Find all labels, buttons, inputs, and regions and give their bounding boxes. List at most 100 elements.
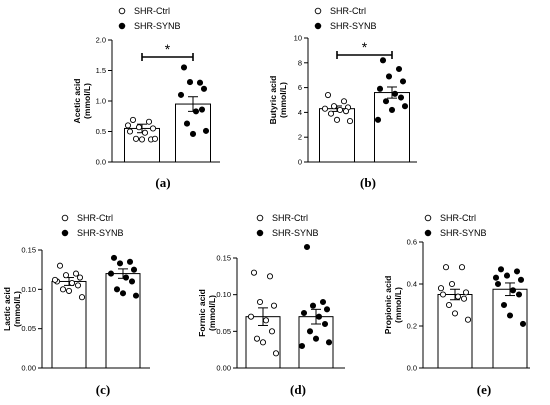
y-tick-label: 0.0: [96, 158, 106, 167]
data-point-synb: [128, 278, 136, 285]
data-point-synb: [513, 268, 521, 275]
data-point-ctrl: [129, 116, 137, 123]
data-point-ctrl: [247, 313, 255, 320]
y-axis-label-line: Propionic acid: [383, 276, 393, 335]
bar-ctrl: [124, 127, 160, 163]
data-point-synb: [130, 266, 138, 273]
data-point-synb: [315, 313, 323, 320]
y-axis-label: Acetic acid(mmol/L): [72, 79, 92, 124]
data-point-synb: [196, 79, 204, 86]
legend-label: SHR-SYNB: [134, 21, 181, 31]
data-point-synb: [122, 274, 130, 281]
bar-synb: [105, 273, 141, 369]
data-point-synb: [202, 127, 210, 134]
data-point-synb: [506, 312, 514, 319]
data-point-ctrl: [124, 122, 132, 129]
data-point-ctrl: [464, 316, 472, 323]
data-point-synb: [303, 243, 311, 251]
data-point-synb: [509, 287, 517, 294]
data-point-synb: [189, 130, 197, 137]
data-point-ctrl: [266, 273, 274, 280]
y-axis-label-line: (mmol/L): [278, 82, 288, 118]
y-tick-label: 0.10: [21, 285, 36, 294]
panel-label: (d): [290, 382, 306, 397]
data-point-ctrl: [132, 135, 140, 142]
data-point-ctrl: [437, 285, 445, 292]
legend-marker-ctrl: [256, 214, 264, 222]
data-point-synb: [200, 85, 208, 92]
data-point-synb: [298, 342, 306, 350]
data-point-ctrl: [451, 310, 459, 317]
data-point-synb: [374, 116, 382, 123]
bar-synb: [374, 92, 410, 163]
legend-label: SHR-SYNB: [440, 228, 487, 238]
data-point-ctrl: [272, 350, 280, 357]
legend-marker-synb: [314, 22, 322, 30]
y-axis-label-line: (mmol/L): [207, 295, 217, 331]
data-point-synb: [391, 90, 399, 97]
data-point-synb: [515, 291, 523, 298]
data-point-ctrl: [445, 301, 453, 309]
y-axis-label: Butyric acid(mmol/L): [268, 76, 288, 125]
y-tick-label: 2.0: [96, 36, 106, 45]
chart-panel-4: 0.00 0.05 0.10 0.15 Formic acid(mmol/L) SHR-C…: [197, 213, 345, 397]
data-point-synb: [180, 64, 188, 71]
chart-panel-2: 0 2 4 6 8 10 Butyric acid(mmol/L) * SHR-Ctrl SHR-…: [268, 6, 417, 190]
legend-marker-ctrl: [61, 214, 69, 222]
data-point-synb: [132, 292, 140, 299]
y-axis-label-line: Acetic acid: [72, 79, 82, 124]
data-point-synb: [306, 328, 314, 335]
y-tick-label: 1.0: [96, 97, 106, 106]
data-point-synb: [323, 306, 331, 313]
data-point-ctrl: [56, 262, 64, 269]
data-point-synb: [399, 78, 407, 85]
data-point-synb: [192, 108, 200, 115]
panel-label: (e): [477, 382, 491, 397]
data-point-synb: [186, 79, 194, 86]
data-point-synb: [519, 320, 527, 327]
data-point-ctrl: [145, 118, 153, 125]
legend-label: SHR-SYNB: [77, 228, 124, 238]
data-point-synb: [382, 98, 390, 105]
data-point-synb: [497, 266, 505, 273]
legend-marker-ctrl: [314, 7, 322, 15]
y-tick-label: 4: [298, 108, 302, 117]
y-axis-label-line: Formic acid: [197, 289, 207, 337]
data-point-synb: [110, 254, 118, 261]
data-point-ctrl: [138, 136, 146, 143]
data-point-synb: [492, 274, 500, 281]
data-point-synb: [312, 335, 320, 342]
data-point-synb: [494, 280, 502, 288]
legend-label: SHR-Ctrl: [77, 213, 113, 223]
y-tick-label: 0.05: [216, 327, 231, 336]
y-tick-label: 0.15: [21, 246, 36, 255]
y-tick-label: 6: [298, 83, 302, 92]
y-tick-label: 0.00: [21, 364, 36, 373]
data-point-ctrl: [65, 287, 73, 294]
data-point-ctrl: [442, 264, 450, 271]
y-tick-label: 0.2: [407, 322, 417, 331]
data-point-synb: [503, 272, 511, 279]
y-axis-label-line: (mmol/L): [393, 287, 403, 323]
data-point-synb: [395, 65, 403, 73]
chart-panel-1: 0.0 0.5 1.0 1.5 2.0 Acetic acid(mmol/L) * SHR-C…: [72, 6, 220, 190]
y-tick-label: 0.15: [216, 254, 231, 263]
data-point-ctrl: [259, 339, 267, 346]
data-point-ctrl: [321, 105, 329, 112]
data-point-synb: [309, 302, 317, 309]
bar-ctrl: [437, 294, 473, 369]
data-point-synb: [177, 91, 185, 98]
data-point-ctrl: [324, 91, 332, 99]
legend-label: SHR-Ctrl: [330, 6, 366, 16]
data-point-synb: [325, 339, 333, 346]
data-point-synb: [321, 320, 329, 328]
data-point-ctrl: [135, 124, 143, 131]
data-point-ctrl: [460, 295, 468, 302]
panel-label: (b): [360, 175, 376, 190]
y-axis-label: Formic acid(mmol/L): [197, 289, 217, 337]
y-tick-label: 10: [294, 34, 302, 43]
y-tick-label: 0.00: [216, 364, 231, 373]
data-point-ctrl: [250, 269, 258, 276]
data-point-ctrl: [151, 135, 159, 142]
data-point-ctrl: [346, 118, 354, 125]
